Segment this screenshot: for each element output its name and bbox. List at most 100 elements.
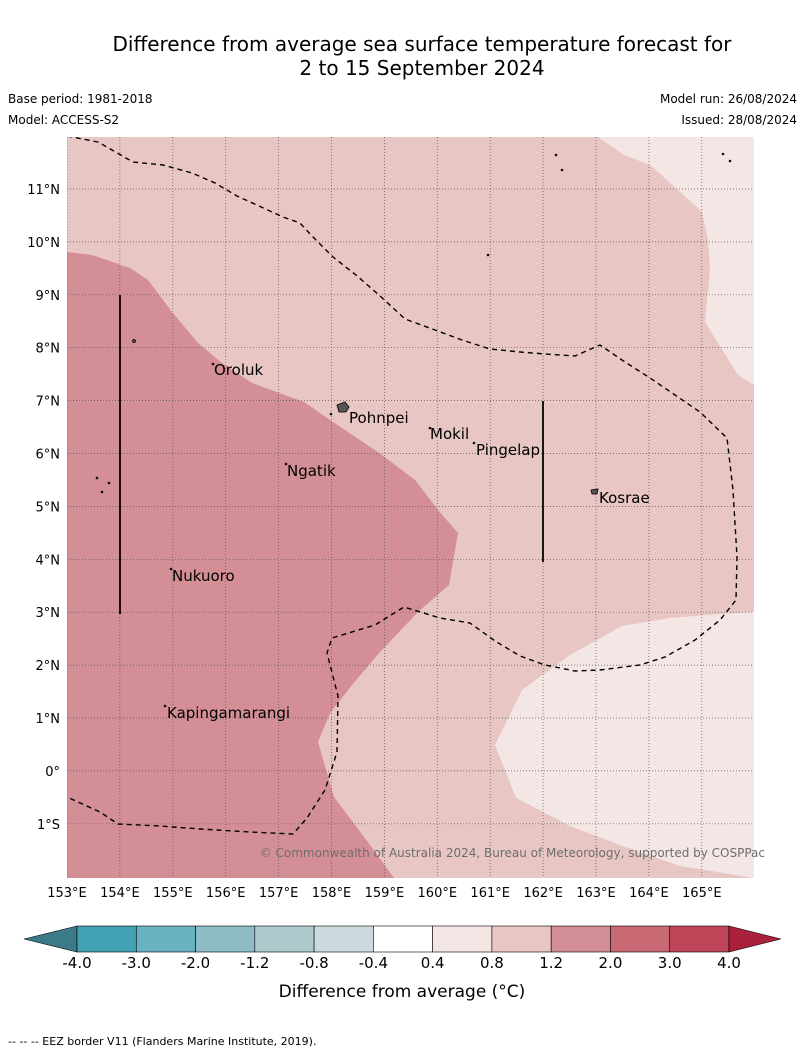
colorbar-swatch [550,925,611,953]
longitude-tick-label: 158°E [312,886,352,901]
colorbar-swatch [135,925,196,953]
longitude-tick-label: 156°E [206,886,246,901]
place-label-nukuoro: Nukuoro [172,567,235,585]
colorbar-tick-labels: -4.0 -3.0 -2.0 -1.2 -0.8 -0.4 0.4 0.8 1.2 2.0 3.0 4… [62,954,741,972]
colorbar-tick-label: 1.2 [539,954,563,972]
colorbar-swatch [195,925,256,953]
longitude-tick-label: 161°E [470,886,510,901]
map-plot-area: Oroluk Pohnpei Mokil Pingelap Ngatik Kos… [67,137,754,878]
longitude-tick-label: 155°E [153,886,193,901]
place-label-kosrae: Kosrae [599,489,650,507]
model-run-label: Model run: 26/08/2024 [659,92,797,106]
colorbar-tick-label: 0.8 [480,954,504,972]
latitude-tick-label: 5°N [36,500,61,515]
longitude-tick-label: 160°E [418,886,458,901]
anomaly-band-0.4-0.8-northeast [598,137,754,385]
colorbar-swatch [313,925,374,953]
place-label-ngatik: Ngatik [287,462,336,480]
islet-shape [428,426,432,430]
islet-shape [554,153,558,157]
copyright-notice: © Commonwealth of Australia 2024, Bureau… [260,846,765,860]
colorbar-tick-label: -4.0 [62,954,91,972]
longitude-tick-label: 157°E [259,886,299,901]
colorbar-tick-label: -3.0 [122,954,151,972]
colorbar: -4.0 -3.0 -2.0 -1.2 -0.8 -0.4 0.4 0.8 1.2 2.0 3.0 4… [23,925,782,1002]
colorbar-swatch [254,925,315,953]
islet-shape [169,567,173,571]
latitude-tick-label: 2°N [36,659,61,674]
place-label-kapingamarangi: Kapingamarangi [167,704,290,722]
latitude-tick-label: 11°N [27,183,60,198]
islet-shape [284,462,288,466]
islet-shape [721,152,725,156]
longitude-tick-label: 163°E [576,886,616,901]
longitude-tick-label: 165°E [682,886,722,901]
islet-shape [107,481,111,485]
latitude-tick-label: 7°N [36,395,61,410]
model-label: Model: ACCESS-S2 [8,113,120,127]
eez-border-fsm-north [67,137,738,835]
islet-shape [132,339,136,343]
colorbar-swatch [76,925,137,953]
anomaly-band-1.2-2.0-west [67,252,458,878]
colorbar-swatches [76,925,730,953]
islet-shape [329,412,333,416]
latitude-tick-label: 10°N [27,236,60,251]
kosrae-island-shape [590,488,599,495]
colorbar-tick-label: 3.0 [658,954,682,972]
colorbar-tick-label: 2.0 [599,954,623,972]
graticule-lines [67,137,754,878]
pohnpei-island-shape [336,401,350,413]
islands [95,152,732,708]
chart-title: Difference from average sea surface temp… [0,32,804,80]
colorbar-tick-label: -1.2 [240,954,269,972]
eez-borders [67,137,738,835]
islet-shape [95,476,99,480]
colorbar-swatch [491,925,552,953]
place-label-mokil: Mokil [430,425,469,443]
latitude-tick-label: 8°N [36,342,61,357]
colorbar-title: Difference from average (°C) [279,982,526,1002]
islet-shape [100,490,104,494]
colorbar-over-arrow [728,925,782,953]
base-period-label: Base period: 1981-2018 [8,92,153,106]
latitude-tick-labels: 11°N 10°N 9°N 8°N 7°N 6°N 5°N 4°N 3°N 2°N 1°N 0° 1°S [27,183,60,833]
latitude-tick-label: 6°N [36,448,61,463]
longitude-tick-label: 162°E [523,886,563,901]
latitude-tick-label: 0° [45,765,60,780]
islet-shape [560,168,564,172]
longitude-tick-label: 153°E [47,886,87,901]
colorbar-swatch [610,925,671,953]
latitude-tick-label: 3°N [36,606,61,621]
colorbar-swatch [373,925,433,953]
place-label-oroluk: Oroluk [214,361,263,379]
colorbar-tick-label: 4.0 [717,954,741,972]
colorbar-tick-label: 0.4 [421,954,445,972]
issued-label: Issued: 28/08/2024 [681,113,797,127]
chart-title-line-1: Difference from average sea surface temp… [112,32,732,56]
colorbar-tick-label: -0.8 [299,954,328,972]
colorbar-tick-label: -2.0 [181,954,210,972]
eez-legend-note: -- -- -- EEZ border V11 (Flanders Marine… [8,1035,317,1048]
colorbar-under-arrow [23,925,78,953]
chart-title-line-2: 2 to 15 September 2024 [299,56,545,80]
latitude-tick-label: 1°N [36,712,61,727]
islet-shape [163,704,167,708]
latitude-tick-label: 4°N [36,553,61,568]
islet-shape [211,362,215,366]
islet-shape [728,159,732,163]
colorbar-swatch [432,925,493,953]
place-label-pohnpei: Pohnpei [349,409,409,427]
longitude-tick-labels: 153°E 154°E 155°E 156°E 157°E 158°E 159°E 160°E… [47,886,721,901]
longitude-tick-label: 159°E [365,886,405,901]
longitude-tick-label: 164°E [629,886,669,901]
islet-shape [472,441,476,445]
latitude-tick-label: 9°N [36,289,61,304]
islet-shape [486,253,490,257]
latitude-tick-label: 1°S [37,818,60,833]
longitude-tick-label: 154°E [100,886,140,901]
place-label-pingelap: Pingelap [476,441,540,459]
anomaly-band-0.4-0.8-southeast [495,612,754,878]
colorbar-swatch [669,925,730,953]
